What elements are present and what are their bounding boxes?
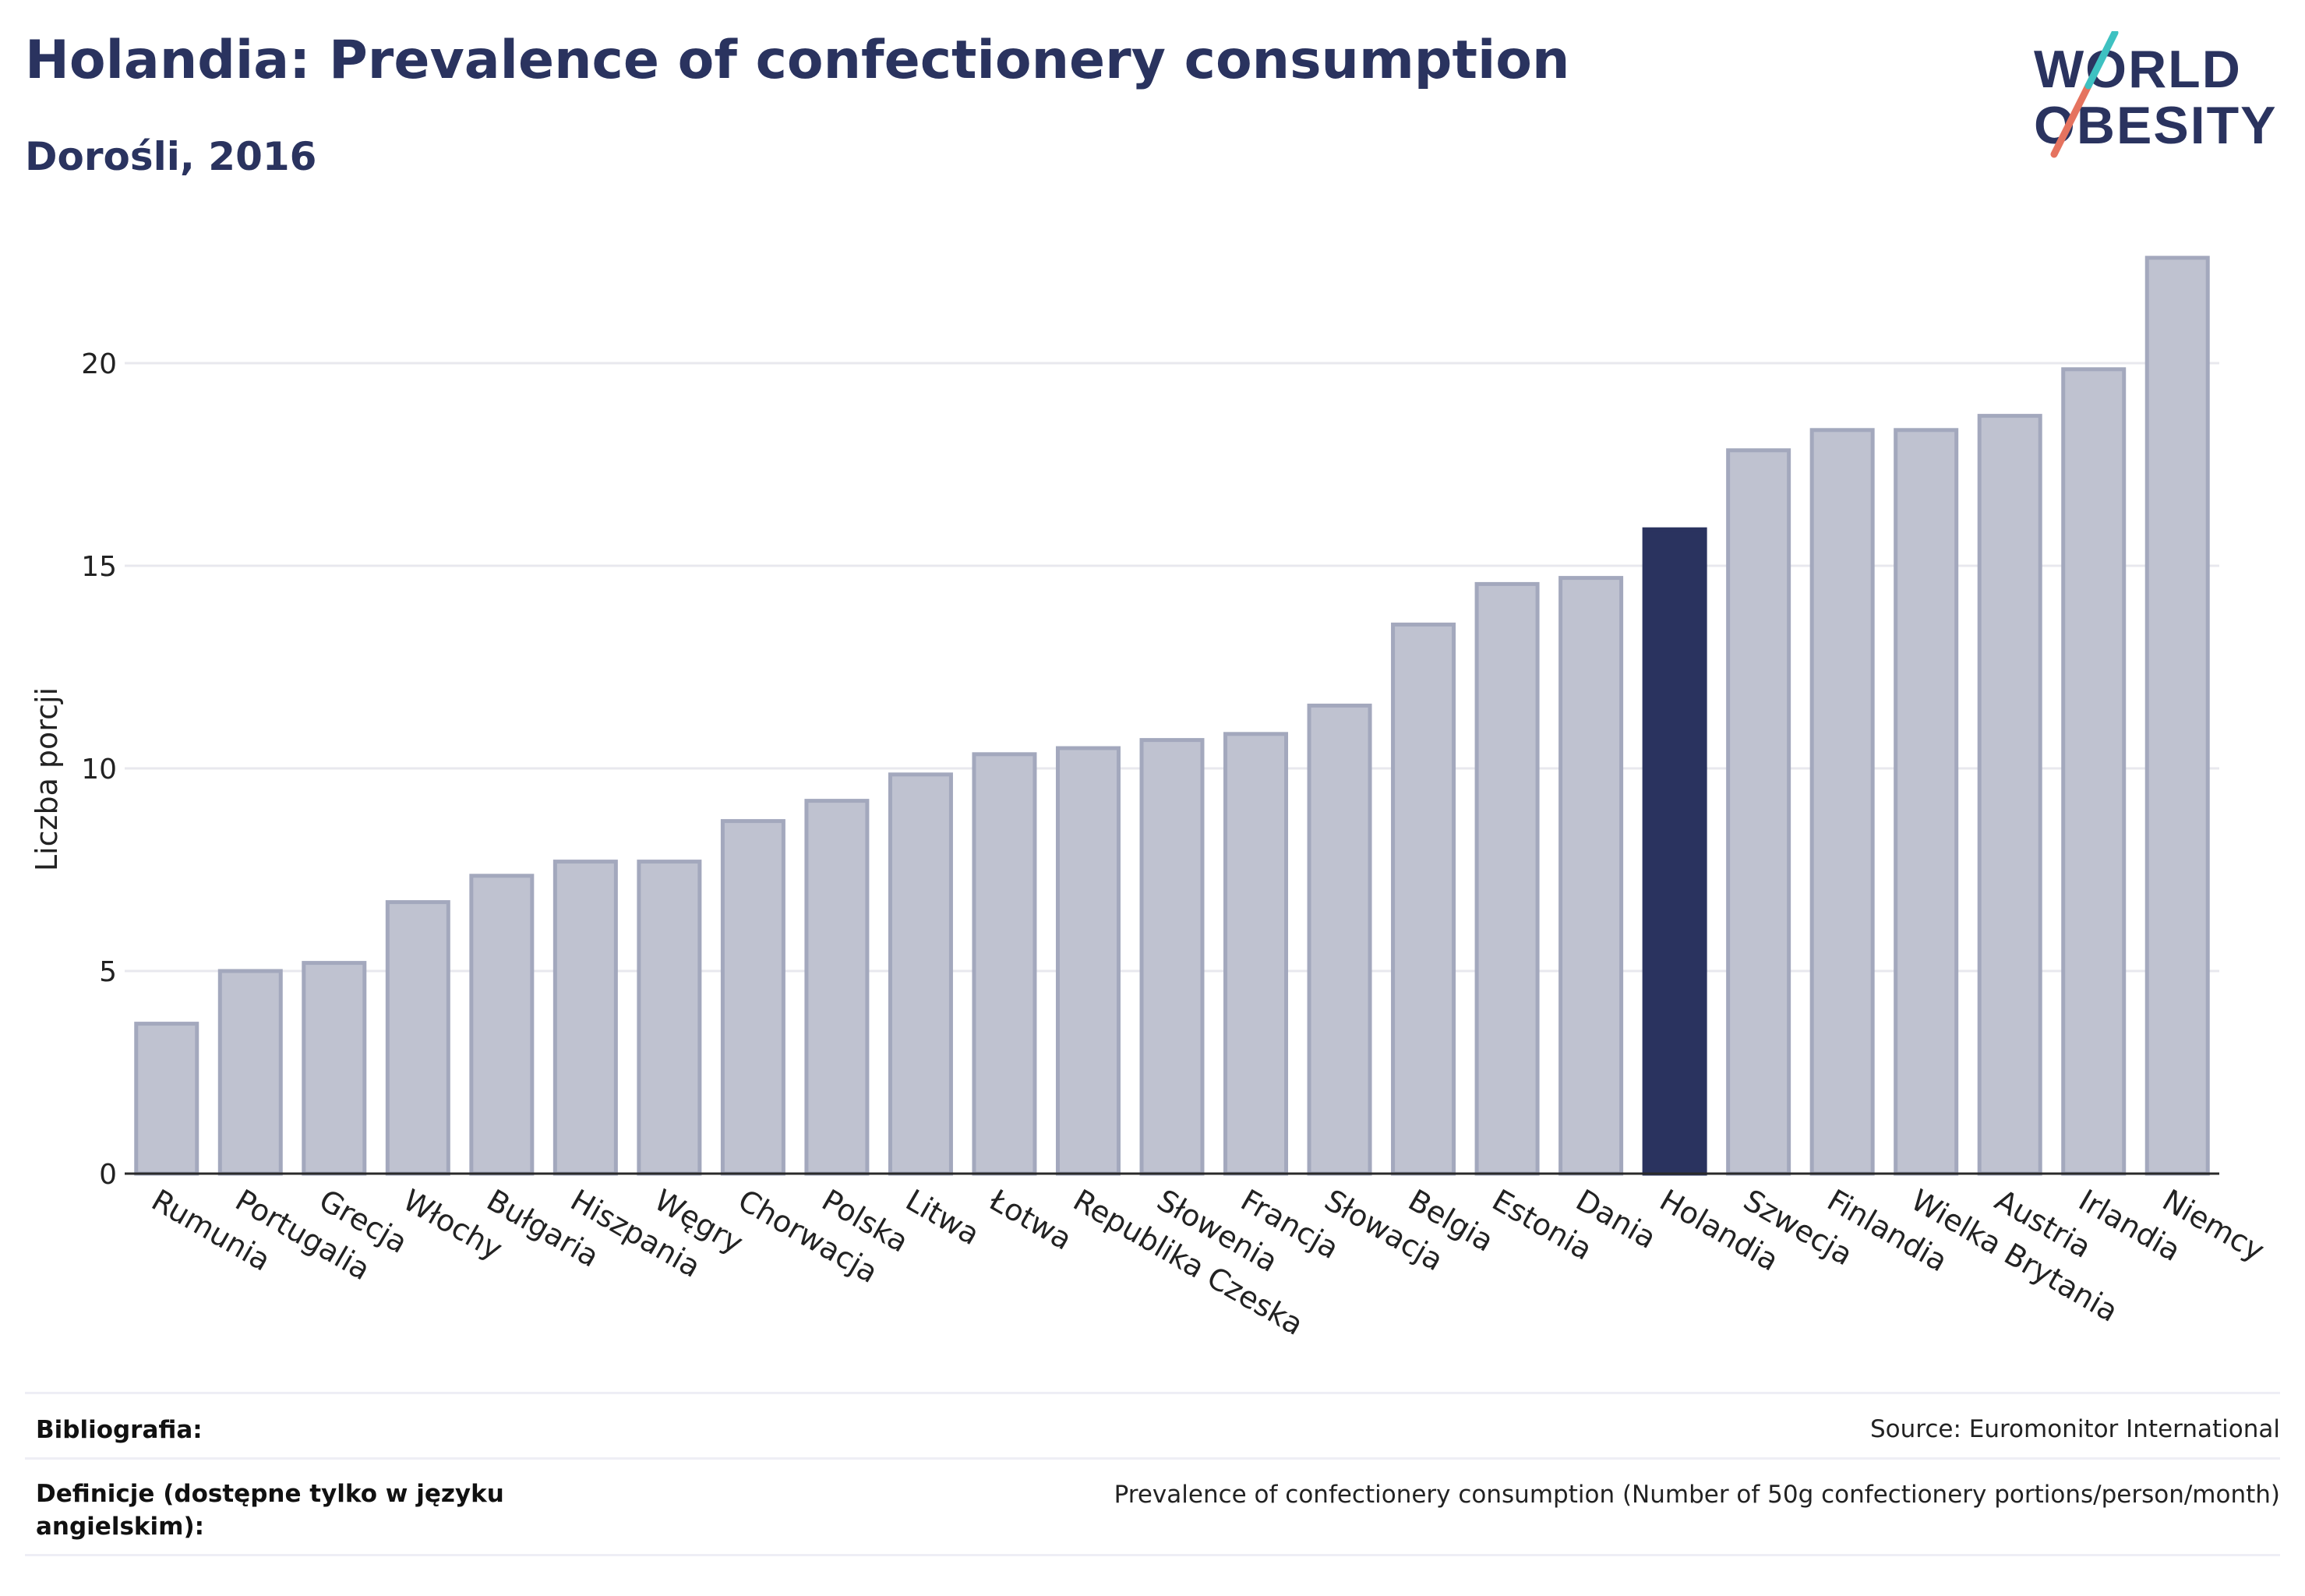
bar	[637, 860, 702, 1176]
definitions-value: Prevalence of confectionery consumption …	[1114, 1481, 2280, 1509]
footer-divider-middle	[25, 1457, 2280, 1460]
bibliography-value: Source: Euromonitor International	[1869, 1415, 2280, 1443]
y-tick-label: 10	[81, 754, 117, 786]
logo-slash-icon	[2050, 31, 2119, 158]
bar	[385, 900, 450, 1176]
bar	[2144, 256, 2210, 1176]
bar	[1391, 622, 1456, 1176]
bibliography-label: Bibliografia:	[36, 1416, 203, 1444]
bar	[1055, 746, 1121, 1176]
bar	[1474, 581, 1540, 1176]
definitions-label: Definicje (dostępne tylko w języku angie…	[36, 1480, 504, 1541]
bar	[720, 819, 785, 1176]
bar	[469, 874, 535, 1176]
bar	[134, 1022, 199, 1176]
y-tick-label: 15	[81, 551, 117, 583]
logo-line-1: WORLD	[2034, 40, 2242, 99]
x-tick-label: Łotwa	[983, 1182, 1078, 1257]
bar	[1223, 732, 1289, 1176]
y-tick-label: 20	[81, 348, 117, 380]
y-tick-label: 0	[99, 1159, 117, 1191]
x-tick-label: Litwa	[900, 1183, 985, 1252]
footer-divider-top	[25, 1392, 2280, 1394]
bar	[804, 799, 870, 1176]
footer-divider-bottom	[25, 1554, 2280, 1556]
bar	[888, 772, 953, 1176]
bar	[1809, 428, 1875, 1176]
y-axis-label: Liczba porcji	[30, 687, 64, 872]
logo-line-2: OBESITY	[2034, 96, 2278, 155]
bar-highlight	[1642, 527, 1707, 1176]
bar	[1977, 414, 2042, 1176]
bar	[1726, 448, 1791, 1176]
y-tick-label: 5	[99, 956, 117, 988]
bar	[1139, 738, 1205, 1176]
chart-subtitle: Dorośli, 2016	[25, 134, 317, 179]
bar	[1894, 428, 1959, 1176]
bar	[1307, 703, 1372, 1176]
bar	[2061, 367, 2127, 1176]
chart-title: Holandia: Prevalence of confectionery co…	[25, 30, 1570, 91]
bar	[972, 752, 1037, 1176]
bar	[217, 969, 283, 1176]
bar	[302, 961, 367, 1176]
bar	[552, 860, 618, 1176]
bar	[1558, 576, 1624, 1176]
world-obesity-logo: WORLD OBESITY	[2034, 31, 2291, 164]
bar-chart: 05101520RumuniaPortugaliaGrecjaWłochyBuł…	[81, 256, 2270, 1342]
